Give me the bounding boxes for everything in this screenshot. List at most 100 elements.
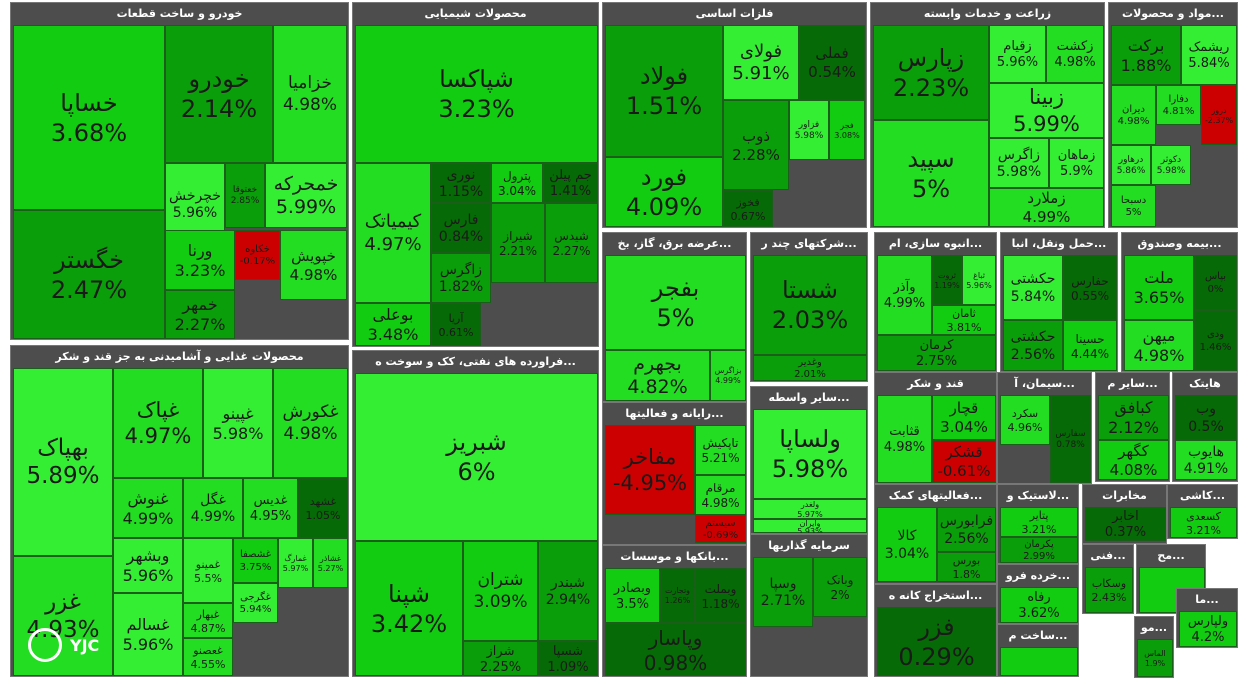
treemap-tile[interactable]: شبندر 2.94%	[538, 541, 598, 641]
treemap-tile[interactable]: سفارس 0.78%	[1050, 395, 1091, 483]
treemap-tile[interactable]: زاگرس 5.98%	[989, 138, 1049, 188]
treemap-tile[interactable]: ثامان 3.81%	[932, 305, 996, 335]
treemap-tile[interactable]: شپنا 3.42%	[355, 541, 463, 676]
treemap-tile[interactable]: خمهر 2.27%	[165, 290, 235, 339]
treemap-tile[interactable]: شپاکسا 3.23%	[355, 25, 598, 163]
treemap-tile[interactable]: قثابت 4.98%	[877, 395, 932, 483]
treemap-tile[interactable]: وبملت 1.18%	[695, 568, 746, 623]
treemap-tile[interactable]: غبهار 4.87%	[183, 603, 233, 638]
treemap-tile[interactable]: اخابر 0.37%	[1085, 507, 1166, 541]
treemap-tile[interactable]: وسپا 2.71%	[753, 557, 813, 627]
treemap-tile[interactable]: بجهرم 4.82%	[605, 350, 710, 401]
treemap-tile[interactable]: وبشهر 5.96%	[113, 538, 183, 593]
treemap-tile[interactable]: فولای 5.91%	[723, 25, 799, 100]
treemap-tile[interactable]: وسکاب 2.43%	[1085, 567, 1133, 613]
treemap-tile[interactable]: ولساپا 5.98%	[753, 409, 867, 499]
treemap-tile[interactable]: خپویش 4.98%	[280, 230, 347, 300]
treemap-tile[interactable]: وتجارت 1.26%	[660, 568, 695, 623]
treemap-tile[interactable]: مفاخر -4.95%	[605, 425, 695, 515]
treemap-tile[interactable]: سپید 5%	[873, 120, 989, 227]
treemap-tile[interactable]: ولغدر 5.97%	[753, 499, 867, 519]
treemap-tile[interactable]: پتایر 3.21%	[1000, 507, 1078, 537]
treemap-tile[interactable]: غسالم 5.96%	[113, 593, 183, 676]
treemap-tile[interactable]: غنوش 4.99%	[113, 478, 183, 538]
treemap-tile[interactable]: غکورش 4.98%	[273, 368, 348, 478]
treemap-tile[interactable]: پکرمان 2.99%	[1000, 537, 1078, 563]
treemap-tile[interactable]: وآذر 4.99%	[877, 255, 932, 335]
treemap-tile[interactable]: ریشمک 5.84%	[1181, 25, 1237, 85]
treemap-tile[interactable]: شیراز 2.21%	[491, 203, 545, 283]
treemap-tile[interactable]: شراز 2.25%	[463, 641, 538, 676]
treemap-tile[interactable]: شتران 3.09%	[463, 541, 538, 641]
treemap-tile[interactable]: جم پیلن 1.41%	[543, 163, 598, 203]
treemap-tile[interactable]: فورد 4.09%	[605, 157, 723, 227]
treemap-tile[interactable]: فرابورس 2.56%	[937, 507, 996, 552]
treemap-tile[interactable]: حکشتی 5.84%	[1003, 255, 1063, 320]
treemap-tile[interactable]: خمحرکه 5.99%	[265, 163, 347, 228]
treemap-tile[interactable]: فزاور 5.98%	[789, 100, 829, 160]
treemap-tile[interactable]: حسینا 4.44%	[1063, 320, 1117, 371]
treemap-tile[interactable]: غمارگ 5.97%	[278, 538, 313, 588]
treemap-tile[interactable]: کالا 3.04%	[877, 507, 937, 582]
treemap-tile[interactable]: شیدس 2.27%	[545, 203, 598, 283]
treemap-tile[interactable]: فزر 0.29%	[877, 607, 996, 676]
treemap-tile[interactable]: فارس 0.84%	[431, 203, 491, 253]
treemap-tile[interactable]: غشصفا 3.75%	[233, 538, 278, 583]
treemap-tile[interactable]: شستا 2.03%	[753, 255, 867, 355]
treemap-tile[interactable]: کسعدی 3.21%	[1170, 507, 1237, 538]
treemap-tile[interactable]: دکوثر 5.98%	[1151, 145, 1191, 185]
treemap-tile[interactable]: قچار 3.04%	[932, 395, 996, 440]
treemap-tile[interactable]: کبافق 2.12%	[1098, 395, 1169, 440]
treemap-tile[interactable]: میهن 4.98%	[1124, 320, 1194, 371]
treemap-tile[interactable]: فخوز 0.67%	[723, 190, 773, 227]
treemap-tile[interactable]: مرقام 4.98%	[695, 475, 746, 515]
treemap-tile[interactable]: کرمان 2.75%	[877, 335, 996, 371]
treemap-tile[interactable]: الماس 1.9%	[1137, 639, 1173, 677]
treemap-tile[interactable]: وبانک 2%	[813, 557, 867, 617]
treemap-tile[interactable]: وایران 5.93%	[753, 519, 867, 533]
treemap-tile[interactable]: کیمیاتک 4.97%	[355, 163, 431, 303]
treemap-tile[interactable]: فولاد 1.51%	[605, 25, 723, 157]
treemap-tile[interactable]: خودرو 2.14%	[165, 25, 273, 163]
treemap-tile[interactable]: سکرد 4.96%	[1000, 395, 1050, 445]
treemap-tile[interactable]: نوری 1.15%	[431, 163, 491, 203]
treemap-tile[interactable]	[1000, 647, 1078, 676]
treemap-tile[interactable]: حفارس 0.55%	[1063, 255, 1117, 320]
treemap-tile[interactable]: دسبحا 5%	[1111, 185, 1156, 227]
treemap-tile[interactable]: وپاسار 0.98%	[605, 623, 746, 676]
treemap-tile[interactable]: برکت 1.88%	[1111, 25, 1181, 85]
treemap-tile[interactable]: غشاذر 5.27%	[313, 538, 348, 588]
treemap-tile[interactable]: غشهد 1.05%	[298, 478, 348, 538]
treemap-tile[interactable]: دروز -2.37%	[1201, 85, 1237, 145]
treemap-tile[interactable]: پترول 3.04%	[491, 163, 543, 203]
treemap-tile[interactable]: زماهان 5.9%	[1049, 138, 1104, 188]
treemap-tile[interactable]: زبینا 5.99%	[989, 83, 1104, 138]
treemap-tile[interactable]: غزر 4.93%	[13, 556, 113, 676]
treemap-tile[interactable]: بپاس 0%	[1194, 255, 1237, 310]
treemap-tile[interactable]: فجر 3.08%	[829, 100, 865, 160]
treemap-tile[interactable]: دفارا 4.81%	[1156, 85, 1201, 125]
treemap-tile[interactable]: ودی 1.46%	[1194, 310, 1237, 371]
treemap-tile[interactable]: بفجر 5%	[605, 255, 746, 350]
treemap-tile[interactable]: فملی 0.54%	[799, 25, 865, 100]
treemap-tile[interactable]: ورنا 3.23%	[165, 230, 235, 290]
treemap-tile[interactable]: غدیس 4.95%	[243, 478, 298, 538]
treemap-tile[interactable]: ثروت 1.19%	[932, 255, 962, 305]
treemap-tile[interactable]: ثباغ 5.96%	[962, 255, 996, 305]
treemap-tile[interactable]: وبصادر 3.5%	[605, 568, 660, 623]
treemap-tile[interactable]: قشکر -0.61%	[932, 440, 996, 483]
treemap-tile[interactable]: زقیام 5.96%	[989, 25, 1046, 83]
treemap-tile[interactable]: غگل 4.99%	[183, 478, 243, 538]
treemap-tile[interactable]: سیستم -0.69%	[695, 515, 746, 543]
treemap-tile[interactable]: تاپکیش 5.21%	[695, 425, 746, 475]
treemap-tile[interactable]: درهاور 5.86%	[1111, 145, 1151, 185]
treemap-tile[interactable]: غمینو 5.5%	[183, 538, 233, 603]
treemap-tile[interactable]: وب 0.5%	[1175, 395, 1237, 440]
treemap-tile[interactable]: هایوب 4.91%	[1175, 440, 1237, 480]
treemap-tile[interactable]: وغدیر 2.01%	[753, 355, 867, 381]
treemap-tile[interactable]: آریا 0.61%	[431, 303, 481, 346]
treemap-tile[interactable]: شسپا 1.09%	[538, 641, 598, 676]
treemap-tile[interactable]: بهپاک 5.89%	[13, 368, 113, 556]
treemap-tile[interactable]: خساپا 3.68%	[13, 25, 165, 210]
treemap-tile[interactable]: بزاگرس 4.99%	[710, 350, 746, 401]
